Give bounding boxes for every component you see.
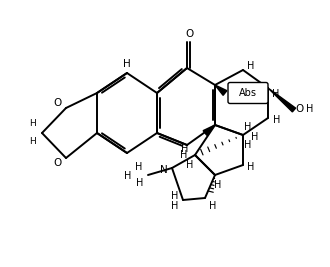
Text: O: O [54, 158, 62, 168]
Text: H: H [214, 180, 222, 190]
Text: H: H [229, 92, 237, 102]
Text: H: H [244, 140, 252, 150]
Text: O: O [54, 98, 62, 108]
Text: H: H [180, 150, 188, 160]
Text: H: H [29, 120, 35, 128]
Text: H: H [247, 162, 255, 172]
Text: H: H [247, 61, 255, 71]
Text: H: H [123, 59, 131, 69]
Text: H: H [171, 201, 179, 211]
Text: Abs: Abs [239, 88, 257, 98]
Text: H: H [272, 89, 280, 99]
Text: O: O [186, 29, 194, 39]
Text: H: H [244, 122, 252, 132]
Polygon shape [203, 125, 215, 135]
Text: H: H [273, 115, 281, 125]
Text: H: H [181, 144, 189, 154]
Text: H: H [306, 104, 314, 114]
Text: H: H [136, 178, 144, 188]
Polygon shape [268, 88, 296, 112]
Text: H: H [209, 201, 217, 211]
Text: H: H [135, 162, 143, 172]
Text: H: H [124, 171, 132, 181]
FancyBboxPatch shape [228, 83, 268, 104]
Text: H: H [29, 138, 35, 147]
Text: H: H [251, 132, 259, 142]
Text: H: H [171, 191, 179, 201]
Polygon shape [215, 85, 227, 95]
Text: H: H [186, 160, 194, 170]
Text: N: N [160, 165, 168, 175]
Text: O: O [295, 104, 303, 114]
